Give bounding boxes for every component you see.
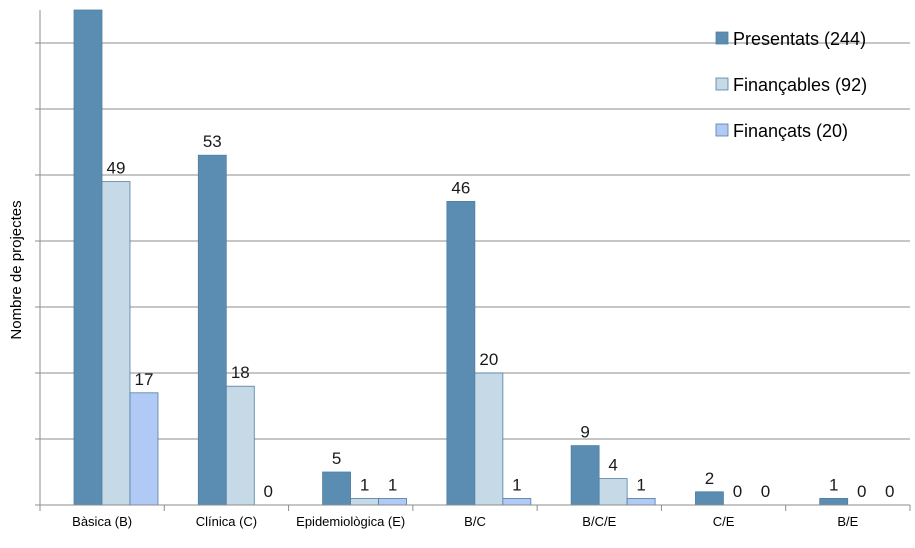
x-tick-label: Clínica (C) [196, 514, 257, 529]
x-tick-label: B/C [464, 514, 486, 529]
bar-2 [350, 497, 379, 506]
axes [35, 10, 911, 511]
bar-3 [502, 497, 532, 506]
data-label: 53 [203, 132, 222, 151]
data-label: 20 [479, 350, 498, 369]
bar-2 [474, 372, 504, 506]
x-tick-labels: Bàsica (B) Clínica (C) Epidemiològica (E) B… [72, 514, 858, 529]
bar-3 [626, 497, 656, 506]
data-label: 18 [231, 363, 250, 382]
bar-3 [378, 497, 407, 506]
data-label: 0 [761, 482, 770, 501]
data-label: 9 [580, 423, 589, 442]
legend-label: Presentats (244) [733, 29, 866, 49]
x-tick-label: Bàsica (B) [72, 514, 132, 529]
bar-1 [197, 154, 227, 506]
y-axis-title: Nombre de projectes [8, 200, 25, 339]
bar-1 [819, 497, 849, 506]
bar-3 [129, 392, 159, 506]
bar-2 [225, 385, 255, 506]
data-label: 5 [332, 449, 341, 468]
legend-swatch [715, 31, 729, 45]
bars [73, 9, 849, 506]
bar-1 [570, 445, 600, 506]
data-label: 1 [360, 475, 369, 494]
bar-1 [446, 200, 476, 506]
data-label: 0 [885, 482, 894, 501]
data-label: 1 [512, 475, 521, 494]
bar-1 [73, 9, 103, 506]
data-label: 0 [857, 482, 866, 501]
bar-2 [101, 181, 131, 506]
legend-label: Finançables (92) [733, 75, 867, 95]
data-label: 46 [451, 178, 470, 197]
bar-1 [695, 491, 724, 506]
legend-swatch [715, 77, 729, 91]
legend-swatch [715, 123, 729, 137]
x-tick-label: Epidemiològica (E) [296, 514, 405, 529]
data-label: 1 [829, 475, 838, 494]
legend: Presentats (244) Finançables (92) Finançat… [715, 29, 867, 141]
data-label: 17 [135, 370, 154, 389]
bar-1 [322, 471, 351, 506]
data-label: 0 [733, 482, 742, 501]
data-label: 2 [705, 469, 714, 488]
legend-label: Finançats (20) [733, 121, 848, 141]
x-tick-label: B/C/E [582, 514, 616, 529]
data-label: 4 [608, 456, 617, 475]
bar-2 [598, 478, 628, 506]
data-label: 49 [107, 159, 126, 178]
data-label: 1 [388, 475, 397, 494]
data-label: 1 [636, 475, 645, 494]
x-tick-label: C/E [713, 514, 735, 529]
x-tick-label: B/E [837, 514, 858, 529]
data-label: 0 [264, 482, 273, 501]
